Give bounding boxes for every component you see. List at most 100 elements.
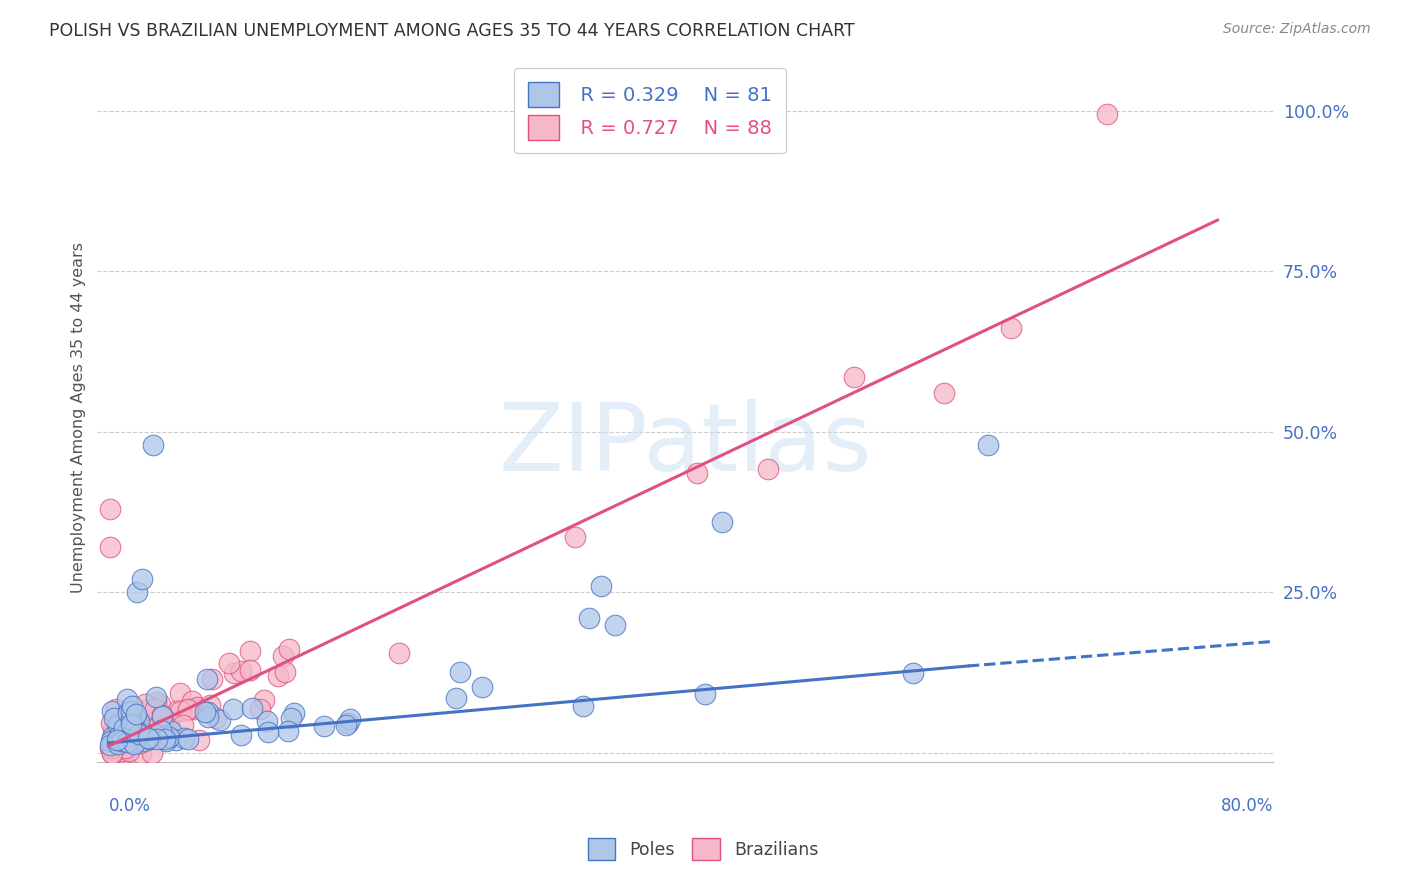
Point <box>101 746 124 760</box>
Point <box>98 738 121 752</box>
Point <box>124 708 146 723</box>
Point <box>115 734 138 748</box>
Point <box>121 713 143 727</box>
Point <box>686 466 709 480</box>
Point <box>107 718 129 732</box>
Point <box>256 714 278 728</box>
Point <box>108 740 131 755</box>
Point <box>122 734 145 748</box>
Point <box>153 731 176 746</box>
Point <box>114 728 136 742</box>
Point <box>267 669 290 683</box>
Point <box>107 722 129 736</box>
Point <box>101 746 124 760</box>
Point <box>169 686 191 700</box>
Point <box>145 732 167 747</box>
Point <box>1095 107 1118 121</box>
Point <box>128 723 150 737</box>
Point <box>283 706 305 721</box>
Point <box>107 738 129 752</box>
Point <box>274 665 297 680</box>
Point <box>172 718 194 732</box>
Point <box>194 705 217 719</box>
Point <box>139 732 162 747</box>
Point <box>112 746 135 760</box>
Point <box>124 727 146 741</box>
Text: POLISH VS BRAZILIAN UNEMPLOYMENT AMONG AGES 35 TO 44 YEARS CORRELATION CHART: POLISH VS BRAZILIAN UNEMPLOYMENT AMONG A… <box>49 22 855 40</box>
Point <box>143 726 166 740</box>
Text: 0.0%: 0.0% <box>108 797 150 814</box>
Point <box>108 735 131 749</box>
Point <box>110 720 132 734</box>
Point <box>177 702 200 716</box>
Point <box>277 642 299 657</box>
Point <box>122 723 145 738</box>
Point <box>129 734 152 748</box>
Point <box>208 713 231 727</box>
Point <box>136 730 159 744</box>
Point <box>128 727 150 741</box>
Point <box>146 719 169 733</box>
Point <box>157 730 180 744</box>
Point <box>756 462 779 476</box>
Point <box>239 644 262 658</box>
Point <box>224 665 246 680</box>
Point <box>125 706 148 721</box>
Point <box>118 706 141 720</box>
Point <box>337 716 360 731</box>
Point <box>198 698 221 712</box>
Point <box>101 722 124 736</box>
Point <box>1000 321 1022 335</box>
Point <box>136 723 159 738</box>
Point <box>165 732 187 747</box>
Point <box>222 702 245 716</box>
Point <box>100 731 122 745</box>
Point <box>578 611 600 625</box>
Point <box>186 699 208 714</box>
Point <box>238 663 260 677</box>
Point <box>444 691 467 706</box>
Point <box>117 723 139 737</box>
Point <box>118 717 141 731</box>
Point <box>112 721 135 735</box>
Point <box>128 714 150 728</box>
Point <box>132 734 155 748</box>
Point <box>129 726 152 740</box>
Point <box>104 727 127 741</box>
Point <box>167 703 190 717</box>
Point <box>134 697 156 711</box>
Point <box>98 541 121 555</box>
Point <box>195 672 218 686</box>
Legend:   R = 0.329    N = 81,   R = 0.727    N = 88: R = 0.329 N = 81, R = 0.727 N = 88 <box>515 69 786 153</box>
Point <box>150 709 173 723</box>
Point <box>160 724 183 739</box>
Point <box>103 711 125 725</box>
Point <box>129 746 152 760</box>
Point <box>117 692 139 706</box>
Point <box>201 672 224 686</box>
Point <box>117 704 139 718</box>
Point <box>127 713 149 727</box>
Point <box>120 712 142 726</box>
Point <box>121 698 143 713</box>
Point <box>152 707 174 722</box>
Point <box>124 717 146 731</box>
Point <box>117 706 139 721</box>
Point <box>100 733 122 747</box>
Point <box>132 727 155 741</box>
Point <box>122 732 145 747</box>
Point <box>977 437 1000 451</box>
Point <box>173 731 195 745</box>
Point <box>229 728 252 742</box>
Point <box>177 732 200 747</box>
Point <box>314 718 336 732</box>
Y-axis label: Unemployment Among Ages 35 to 44 years: Unemployment Among Ages 35 to 44 years <box>72 242 86 593</box>
Point <box>112 721 135 735</box>
Point <box>249 702 271 716</box>
Point <box>108 728 131 742</box>
Text: Source: ZipAtlas.com: Source: ZipAtlas.com <box>1223 22 1371 37</box>
Point <box>128 733 150 747</box>
Point <box>125 724 148 739</box>
Point <box>108 729 131 743</box>
Point <box>143 701 166 715</box>
